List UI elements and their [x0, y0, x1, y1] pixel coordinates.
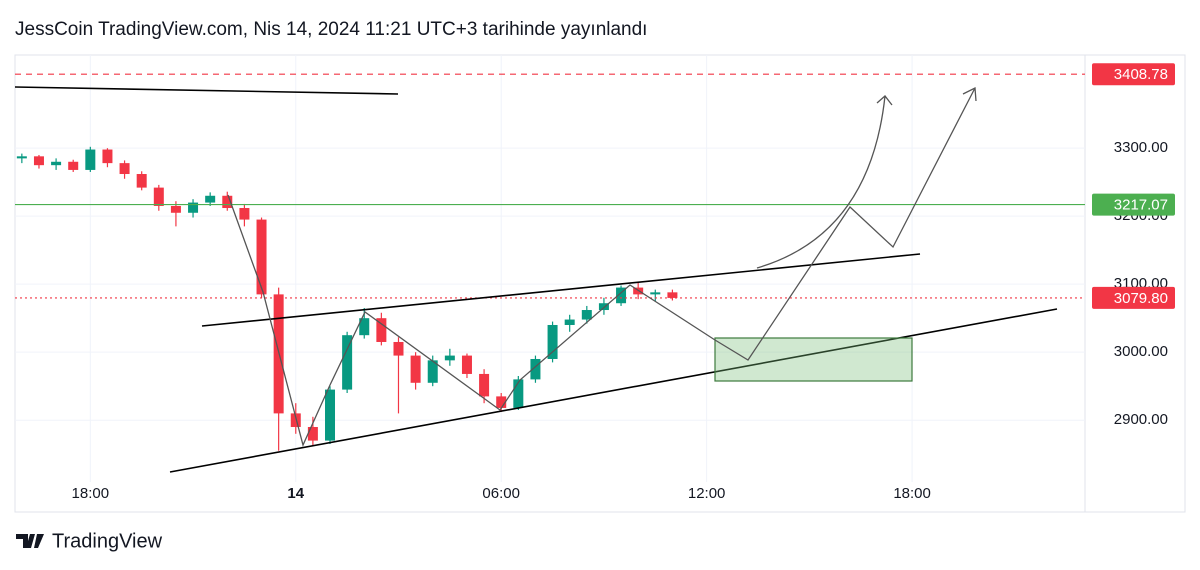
price-label-box: [1092, 193, 1175, 216]
price-label-box: [1092, 63, 1175, 86]
x-tick-label: 12:00: [688, 485, 726, 502]
drawings: [14, 86, 1058, 473]
curve-projection: [756, 95, 886, 269]
candle-body: [325, 389, 336, 441]
candle-body: [547, 324, 558, 359]
candle-body: [290, 413, 301, 427]
plot: [15, 55, 1085, 482]
trendline: [169, 308, 1058, 473]
candle-body: [222, 195, 233, 209]
candle-body: [342, 335, 353, 390]
candle-body: [205, 195, 216, 203]
y-tick-label: 2900.00: [1114, 411, 1168, 428]
candle-body: [444, 355, 455, 361]
candle-body: [33, 156, 44, 166]
candle-body: [136, 174, 147, 188]
candle-body: [667, 292, 678, 298]
candle-body: [461, 355, 472, 374]
candle-body: [51, 161, 62, 166]
candle-body: [479, 373, 490, 397]
chart-frame: [14, 54, 1186, 513]
candle-body: [239, 208, 250, 220]
path-projection: [227, 87, 976, 447]
candle-body: [68, 161, 79, 170]
arrow-head: [876, 95, 893, 106]
candle-body: [513, 379, 524, 408]
price-label: 3079.80: [1114, 290, 1168, 307]
candle-body: [616, 287, 627, 304]
candle-body: [102, 149, 113, 164]
price-label-box: [1092, 286, 1175, 309]
candle-body: [85, 149, 96, 170]
candle-body: [410, 355, 421, 383]
logo-icon: [16, 534, 44, 548]
x-tick-label: 18:00: [893, 485, 931, 502]
candle-body: [598, 303, 609, 311]
candle-body: [650, 292, 661, 295]
price-labels: 2900.003000.003100.003200.003300.0018:00…: [72, 63, 1175, 502]
trendline: [14, 86, 399, 95]
candle-body: [427, 360, 438, 383]
y-tick-label: 3000.00: [1114, 343, 1168, 360]
candle-body: [16, 156, 27, 159]
header-title: JessCoin TradingView.com, Nis 14, 2024 1…: [15, 19, 647, 40]
candle-body: [530, 358, 541, 380]
candle-body: [496, 396, 507, 408]
candle-body: [393, 341, 404, 356]
brand-logo: TradingView: [16, 530, 163, 552]
candle-body: [307, 426, 318, 441]
y-tick-label: 3300.00: [1114, 139, 1168, 156]
candle-body: [359, 318, 370, 336]
target-zone: [714, 337, 913, 382]
candle-body: [170, 205, 181, 213]
candle-body: [256, 219, 267, 295]
x-tick-label: 06:00: [482, 485, 520, 502]
trendline: [201, 253, 921, 327]
price-label: 3408.78: [1114, 66, 1168, 83]
candle-body: [119, 163, 130, 175]
x-tick-label: 18:00: [72, 485, 110, 502]
price-label: 3217.07: [1114, 197, 1168, 214]
candle-body: [153, 187, 164, 206]
candle-body: [188, 202, 199, 213]
candle-body: [564, 319, 575, 325]
candle-body: [581, 310, 592, 320]
arrow-head: [962, 86, 977, 102]
x-tick-label: 14: [287, 485, 304, 502]
candle-body: [376, 318, 387, 342]
brand-name: TradingView: [52, 530, 163, 552]
